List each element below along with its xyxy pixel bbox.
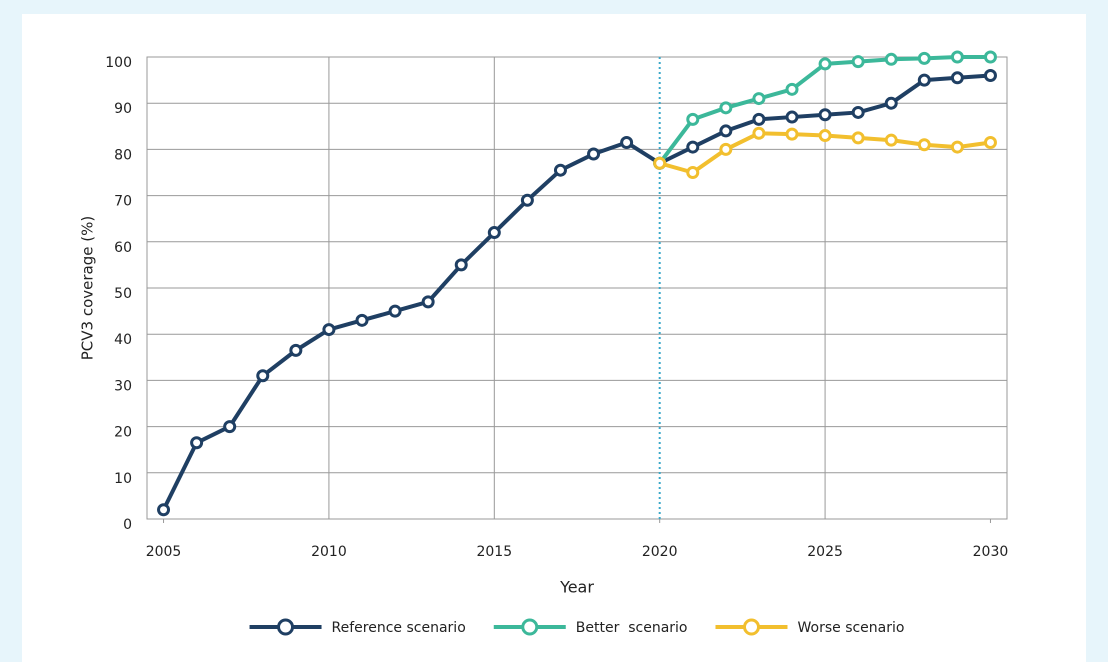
y-tick-label: 80	[114, 147, 132, 163]
legend-marker	[277, 618, 295, 636]
y-tick-label: 50	[114, 286, 132, 302]
point	[587, 147, 601, 161]
point	[653, 156, 667, 170]
point	[686, 112, 700, 126]
point	[719, 124, 733, 138]
x-tick-label: 2025	[807, 544, 843, 560]
point	[818, 57, 832, 71]
y-tick-label: 60	[114, 240, 132, 256]
point	[223, 420, 237, 434]
point	[388, 304, 402, 318]
point	[851, 55, 865, 69]
point	[917, 51, 931, 65]
y-tick-label: 0	[123, 517, 132, 533]
y-tick-label: 20	[114, 425, 132, 441]
x-axis-label: Year	[559, 578, 594, 597]
x-tick-label: 2015	[476, 544, 512, 560]
point	[752, 92, 766, 106]
point	[917, 73, 931, 87]
point	[818, 108, 832, 122]
point	[553, 163, 567, 177]
point	[752, 126, 766, 140]
point	[785, 82, 799, 96]
point	[686, 140, 700, 154]
point	[983, 135, 997, 149]
y-tick-label: 100	[105, 55, 132, 71]
y-tick-label: 90	[114, 101, 132, 117]
point	[785, 110, 799, 124]
point	[620, 135, 634, 149]
point	[719, 142, 733, 156]
point	[851, 105, 865, 119]
point	[454, 258, 468, 272]
point	[818, 129, 832, 143]
x-tick-label: 2010	[311, 544, 347, 560]
point	[884, 96, 898, 110]
point	[719, 101, 733, 115]
point	[289, 343, 303, 357]
point	[884, 52, 898, 66]
y-tick-label: 40	[114, 332, 132, 348]
legend-marker	[742, 618, 760, 636]
y-axis-label: PCV3 coverage (%)	[79, 216, 97, 360]
point	[322, 323, 336, 337]
x-tick-label: 2030	[973, 544, 1009, 560]
point	[686, 166, 700, 179]
point	[851, 131, 865, 145]
point	[190, 436, 204, 450]
point	[487, 226, 501, 240]
legend-marker	[521, 618, 539, 636]
point	[355, 313, 369, 327]
point	[256, 369, 270, 383]
point	[884, 133, 898, 147]
point	[421, 295, 435, 309]
legend-label: Worse scenario	[797, 620, 904, 636]
x-tick-label: 2005	[146, 544, 182, 560]
point	[157, 503, 171, 517]
point	[983, 50, 997, 64]
legend-label: Better scenario	[576, 620, 688, 636]
point	[785, 127, 799, 141]
y-tick-label: 70	[114, 194, 132, 210]
point	[983, 68, 997, 82]
point	[950, 71, 964, 85]
point	[950, 50, 964, 64]
point	[917, 138, 931, 152]
point	[520, 193, 534, 207]
y-tick-label: 30	[114, 378, 132, 394]
legend-label: Reference scenario	[332, 620, 466, 636]
y-tick-label: 10	[114, 471, 132, 487]
point	[752, 112, 766, 126]
panel	[22, 14, 1086, 662]
legend: Reference scenario Better scenario Worse s…	[249, 618, 904, 636]
point	[950, 140, 964, 154]
x-tick-label: 2020	[642, 544, 678, 560]
